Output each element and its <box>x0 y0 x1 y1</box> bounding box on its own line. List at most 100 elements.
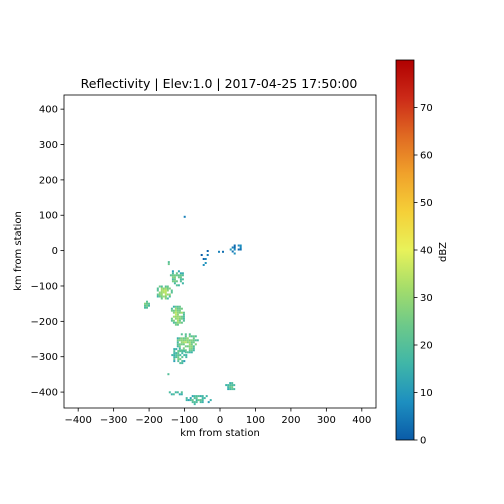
echo-pixel <box>170 319 173 322</box>
echo-pixel <box>176 391 179 394</box>
x-tick-label: −200 <box>135 415 162 426</box>
y-tick-label: 100 <box>39 211 58 222</box>
y-tick-label: 300 <box>39 140 58 151</box>
echo-pixel <box>166 289 169 292</box>
echo-pixel <box>184 339 187 342</box>
echo-pixel <box>182 315 185 318</box>
echo-pixel <box>188 345 191 348</box>
echo-pixel <box>209 399 212 402</box>
y-tick-label: 200 <box>39 175 58 186</box>
echo-pixel <box>181 272 184 275</box>
echo-pixel <box>170 291 173 294</box>
echo-pixel <box>178 315 181 318</box>
echo-pixel <box>178 345 181 348</box>
colorbar-gradient <box>395 59 415 441</box>
echo-pixel <box>185 397 188 400</box>
y-tick-label: −100 <box>31 281 58 292</box>
echo-pixel <box>227 388 230 391</box>
echo-pixel <box>173 354 176 357</box>
echo-pixel <box>218 250 220 253</box>
echo-pixel <box>175 280 178 283</box>
echo-pixel <box>176 315 179 318</box>
echo-pixel <box>192 337 195 340</box>
echo-pixel <box>171 276 174 279</box>
echo-pixel <box>178 319 181 322</box>
echo-pixel <box>166 285 169 288</box>
colorbar-tick-label: 60 <box>420 151 433 162</box>
echo-pixel <box>162 291 165 294</box>
echo-pixel <box>175 354 178 357</box>
echo-cluster <box>167 261 170 266</box>
echo-pixel <box>231 386 234 389</box>
echo-pixel <box>184 341 187 344</box>
echo-pixel <box>227 384 230 387</box>
echo-pixel <box>185 354 188 357</box>
echo-pixel <box>156 295 159 298</box>
echo-pixel <box>190 341 193 344</box>
echo-pixel <box>179 280 182 283</box>
echo-pixel <box>180 391 183 394</box>
echo-pixel <box>179 272 182 275</box>
echo-pixel <box>162 295 165 298</box>
echo-pixel <box>171 354 174 357</box>
echo-pixel <box>146 304 148 307</box>
x-tick-label: 100 <box>246 415 265 426</box>
colorbar: 0 10 20 30 40 50 60 70 dBZ <box>395 59 449 447</box>
echo-cluster <box>176 333 199 354</box>
echo-pixel <box>170 393 173 396</box>
echo-pixel <box>180 317 183 320</box>
echo-pixel <box>188 339 191 342</box>
echo-pixel <box>171 270 174 273</box>
echo-pixel <box>233 388 236 391</box>
echo-pixel <box>183 354 186 357</box>
echo-pixel <box>176 319 179 322</box>
echo-pixel <box>175 352 178 355</box>
echo-pixel <box>190 345 193 348</box>
x-tick-label: 400 <box>352 415 371 426</box>
echo-pixel <box>184 349 187 352</box>
echo-pixel <box>175 348 178 351</box>
echo-cluster <box>169 270 184 287</box>
echo-pixel <box>174 305 177 308</box>
echo-pixel <box>204 258 207 260</box>
echo-pixel <box>158 285 161 288</box>
echo-pixel <box>173 356 176 359</box>
echo-pixel <box>183 360 186 363</box>
echo-pixel <box>195 397 198 400</box>
y-tick-label: −300 <box>31 352 58 363</box>
echo-pixel <box>173 274 176 277</box>
colorbar-tick-label: 10 <box>420 388 433 399</box>
colorbar-tick-label: 50 <box>420 198 433 209</box>
echo-cluster <box>185 395 212 406</box>
echo-pixel <box>179 358 182 361</box>
echo-pixel <box>172 321 175 324</box>
echo-pixel <box>156 289 159 292</box>
echo-pixel <box>179 354 182 357</box>
echo-pixel <box>229 388 232 391</box>
echo-pixel <box>178 393 181 396</box>
echo-pixel <box>167 373 170 376</box>
echo-pixel <box>174 321 177 324</box>
echo-pixel <box>192 341 195 344</box>
echo-pixel <box>177 356 180 359</box>
echo-pixel <box>197 395 200 398</box>
y-axis-label: km from station <box>13 211 24 291</box>
echo-pixel <box>178 337 181 340</box>
echo-pixel <box>156 293 159 296</box>
echo-pixel <box>160 297 163 300</box>
echo-pixel <box>190 349 193 352</box>
echo-pixel <box>182 343 185 346</box>
echo-pixel <box>170 289 173 292</box>
x-tick-label: 300 <box>317 415 336 426</box>
echo-pixel <box>170 317 173 320</box>
echo-pixel <box>177 352 180 355</box>
echo-pixel <box>146 300 148 303</box>
echo-pixel <box>200 254 203 256</box>
echo-pixel <box>182 317 185 320</box>
echo-pixel <box>229 382 232 385</box>
echo-pixel <box>193 401 196 404</box>
echo-cluster <box>167 373 170 376</box>
echo-pixel <box>227 386 230 389</box>
echo-pixel <box>171 278 174 281</box>
